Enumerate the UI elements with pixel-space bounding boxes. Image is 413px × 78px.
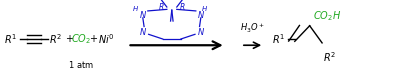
Text: $CO_2H$: $CO_2H$ — [312, 10, 340, 23]
Text: $CO_2$: $CO_2$ — [71, 32, 90, 46]
Text: $N$: $N$ — [196, 9, 204, 20]
Text: $R^2$: $R^2$ — [323, 50, 336, 64]
Text: $N$: $N$ — [138, 9, 147, 20]
Text: $H$: $H$ — [201, 4, 208, 13]
Text: $1\ \mathrm{atm}$: $1\ \mathrm{atm}$ — [68, 59, 93, 70]
Text: $+$: $+$ — [65, 33, 74, 45]
Text: $R^2$: $R^2$ — [49, 32, 62, 46]
Text: $N$: $N$ — [196, 26, 204, 37]
Text: $H$: $H$ — [131, 4, 139, 13]
Text: $+$: $+$ — [89, 33, 98, 45]
Text: $N$: $N$ — [138, 26, 147, 37]
Text: $R$: $R$ — [158, 1, 164, 12]
Text: $R^1$: $R^1$ — [272, 32, 285, 46]
Text: $Ni^0$: $Ni^0$ — [98, 32, 115, 46]
Text: $R$: $R$ — [178, 1, 185, 12]
Text: $H_3O^+$: $H_3O^+$ — [240, 22, 264, 35]
Text: $R^1$: $R^1$ — [4, 32, 17, 46]
